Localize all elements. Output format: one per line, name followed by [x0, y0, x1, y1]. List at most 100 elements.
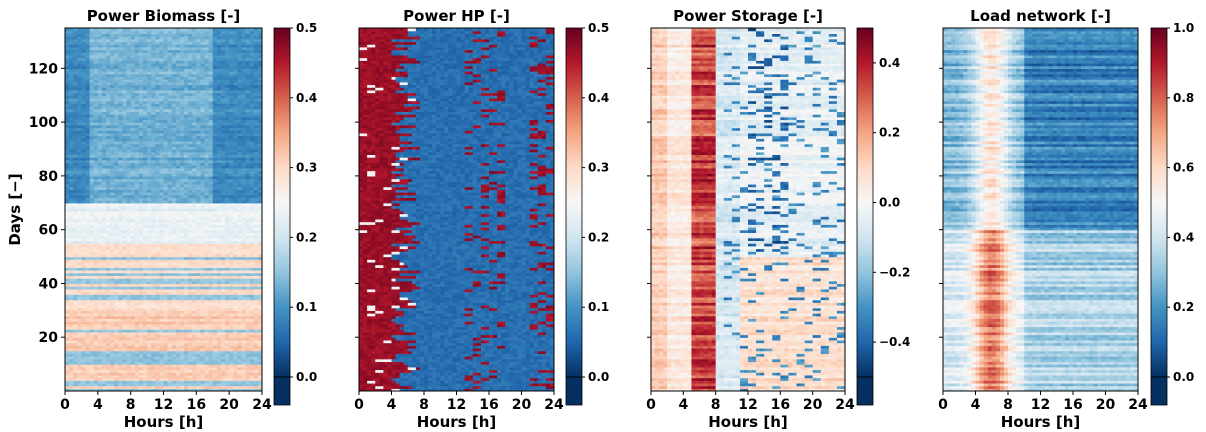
heatmap-cell: [89, 372, 95, 376]
heatmap-cell: [175, 143, 181, 147]
heatmap-cell: [159, 267, 165, 271]
heatmap-cell: [101, 232, 107, 236]
heatmap-cell: [212, 342, 218, 346]
heatmap-cell: [122, 159, 128, 164]
heatmap-cell: [216, 310, 222, 314]
heatmap-cell: [196, 369, 202, 373]
heatmap-cell: [196, 162, 202, 166]
heatmap-cell: [212, 313, 218, 317]
heatmap-cell: [106, 189, 111, 193]
heatmap-cell: [97, 272, 103, 276]
heatmap-cell: [101, 339, 107, 344]
heatmap-cell: [97, 291, 103, 295]
heatmap-cell: [73, 286, 78, 290]
heatmap-cell: [69, 143, 74, 147]
heatmap-cell: [159, 364, 165, 368]
heatmap-cell: [196, 310, 202, 314]
heatmap-cell: [229, 232, 234, 236]
heatmap-cell: [192, 194, 197, 198]
heatmap-cell: [97, 334, 103, 338]
heatmap-cell: [163, 122, 169, 126]
heatmap-cell: [142, 342, 148, 346]
heatmap-cell: [184, 202, 189, 207]
heatmap-cell: [204, 280, 210, 285]
heatmap-cell: [171, 221, 177, 225]
heatmap-cell: [192, 261, 197, 266]
heatmap-cell: [192, 183, 197, 188]
heatmap-cell: [220, 275, 226, 279]
heatmap-cell: [188, 382, 193, 387]
heatmap-cell: [216, 122, 222, 126]
heatmap-cell: [212, 331, 218, 336]
heatmap-cell: [138, 200, 144, 204]
heatmap-cell: [65, 210, 70, 215]
heatmap-cell: [216, 192, 222, 196]
heatmap-cell: [77, 194, 83, 198]
heatmap-cell: [179, 291, 185, 295]
heatmap-cell: [237, 216, 243, 220]
heatmap-cell: [200, 197, 206, 201]
heatmap-cell: [114, 361, 119, 365]
heatmap-cell: [106, 111, 111, 115]
heatmap-cell: [212, 256, 218, 260]
heatmap-cell: [114, 275, 119, 279]
heatmap-cell: [200, 159, 206, 164]
heatmap-cell: [110, 337, 115, 341]
heatmap-cell: [216, 361, 222, 365]
heatmap-cell: [89, 248, 95, 252]
heatmap-cell: [110, 356, 115, 360]
heatmap-cell: [253, 377, 259, 381]
heatmap-cell: [97, 159, 103, 164]
heatmap-cell: [126, 272, 132, 276]
heatmap-cell: [249, 272, 255, 276]
heatmap-cell: [101, 253, 107, 258]
heatmap-cell: [167, 213, 173, 217]
heatmap-cell: [241, 283, 247, 287]
heatmap-cell: [253, 388, 259, 391]
heatmap-cell: [97, 181, 103, 185]
heatmap-cell: [179, 356, 185, 360]
heatmap-cell: [97, 178, 103, 182]
heatmap-cell: [81, 175, 87, 180]
heatmap-cell: [225, 151, 230, 155]
heatmap-cell: [85, 149, 91, 153]
heatmap-cell: [253, 313, 259, 317]
heatmap-cell: [93, 245, 99, 250]
heatmap-cell: [77, 149, 83, 153]
heatmap-cell: [118, 356, 124, 360]
heatmap-cell: [69, 342, 74, 346]
heatmap-cell: [184, 288, 189, 293]
heatmap-cell: [204, 321, 210, 325]
heatmap-cell: [85, 157, 91, 161]
heatmap-cell: [114, 364, 119, 368]
heatmap-cell: [73, 181, 78, 185]
heatmap-cell: [93, 294, 99, 298]
heatmap-cell: [192, 342, 197, 346]
heatmap-cell: [122, 270, 128, 274]
heatmap-cell: [192, 243, 197, 247]
heatmap-cell: [97, 132, 103, 137]
heatmap-cell: [225, 232, 230, 236]
heatmap-cell: [69, 189, 74, 193]
heatmap-cell: [212, 159, 218, 164]
heatmap-cell: [229, 264, 234, 268]
heatmap-cell: [151, 329, 156, 333]
heatmap-cell: [192, 366, 197, 371]
heatmap-cell: [147, 251, 152, 255]
heatmap-cell: [147, 388, 152, 391]
heatmap-cell: [101, 146, 107, 150]
heatmap-cell: [233, 122, 238, 126]
heatmap-cell: [163, 132, 169, 137]
heatmap-cell: [200, 334, 206, 338]
heatmap-cell: [253, 229, 259, 233]
heatmap-cell: [97, 358, 103, 363]
heatmap-cell: [249, 310, 255, 314]
heatmap-cell: [110, 122, 115, 126]
heatmap-cell: [220, 321, 226, 325]
heatmap-cell: [220, 192, 226, 196]
heatmap-cell: [69, 149, 74, 153]
heatmap-cell: [101, 299, 107, 303]
heatmap-cell: [110, 326, 115, 330]
heatmap-cell: [77, 240, 83, 244]
heatmap-cell: [122, 256, 128, 260]
